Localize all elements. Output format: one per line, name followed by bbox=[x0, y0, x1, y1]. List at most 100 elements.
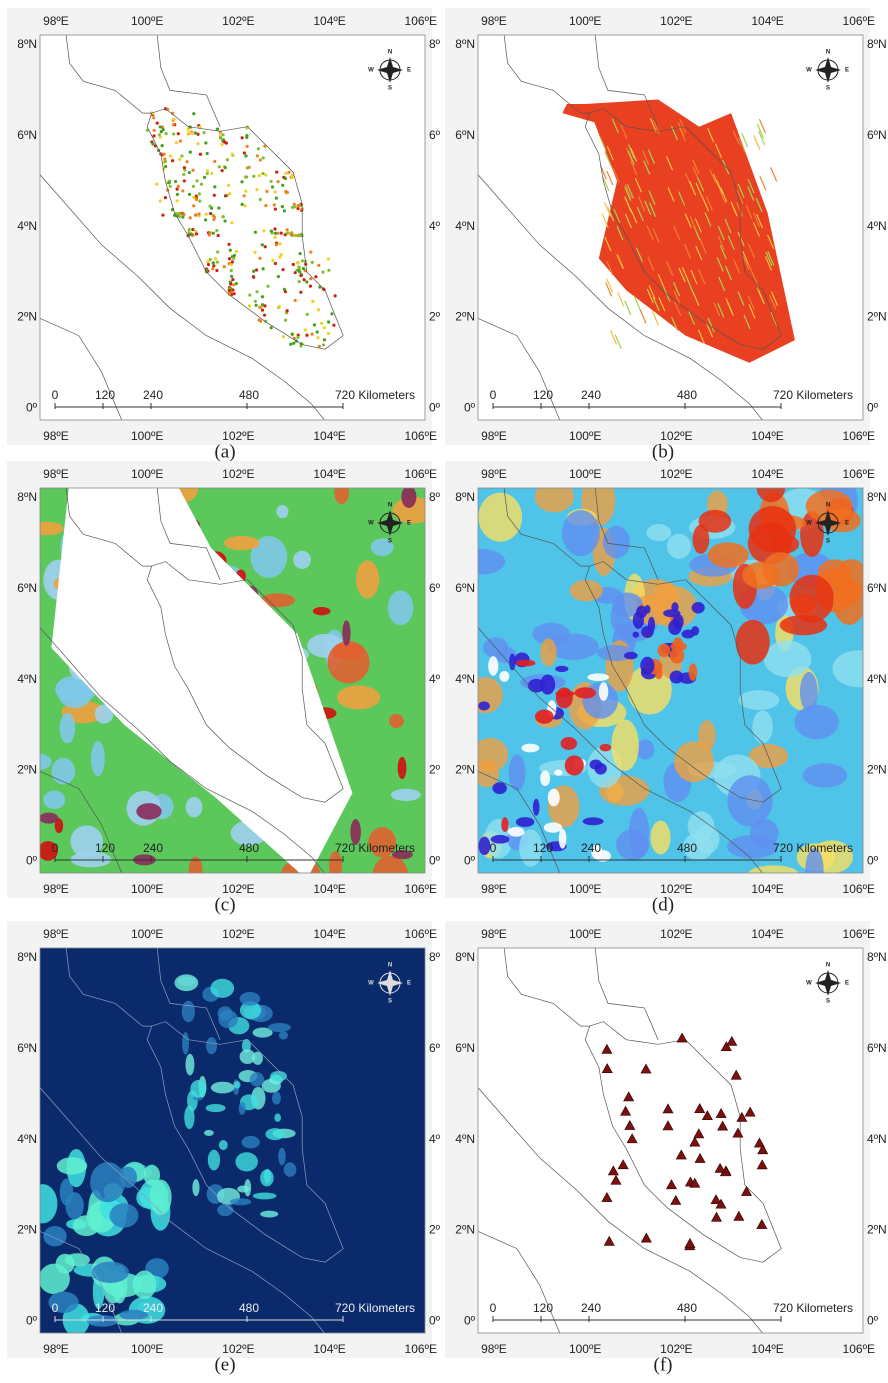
flight-line bbox=[646, 225, 654, 240]
lon-label-bottom: 102ºE bbox=[222, 429, 254, 443]
lon-label-top: 100ºE bbox=[131, 927, 163, 941]
station-marker bbox=[689, 1177, 701, 1188]
survey-point bbox=[210, 171, 214, 176]
survey-point bbox=[211, 231, 215, 235]
survey-point bbox=[199, 182, 204, 186]
raster-patch bbox=[223, 535, 260, 551]
survey-point bbox=[279, 253, 283, 257]
raster-patch bbox=[235, 1152, 258, 1172]
survey-point bbox=[269, 326, 273, 330]
survey-point bbox=[243, 175, 248, 179]
survey-point bbox=[158, 135, 162, 139]
station-marker bbox=[753, 1137, 765, 1148]
survey-point bbox=[276, 231, 280, 235]
flight-line bbox=[638, 196, 646, 211]
raster-patch bbox=[241, 1135, 260, 1149]
survey-point bbox=[229, 268, 233, 273]
survey-point bbox=[186, 127, 190, 131]
flight-line bbox=[639, 309, 647, 324]
lat-label-left: 0º bbox=[26, 400, 38, 414]
raster-patch bbox=[40, 521, 64, 536]
raster-patch bbox=[738, 690, 780, 711]
coastline bbox=[156, 488, 221, 580]
lon-label-bottom: 104ºE bbox=[751, 1342, 783, 1356]
lat-label-right: 6ºN bbox=[867, 581, 887, 595]
station-marker bbox=[715, 1107, 727, 1118]
raster-patch bbox=[392, 850, 413, 860]
survey-point bbox=[258, 256, 262, 260]
survey-point bbox=[178, 157, 182, 161]
survey-point bbox=[205, 151, 209, 156]
survey-point bbox=[273, 207, 277, 211]
lat-label-right: 6ºN bbox=[867, 128, 887, 142]
survey-point bbox=[270, 185, 275, 189]
raster-patch bbox=[239, 1001, 262, 1020]
survey-point bbox=[330, 312, 334, 316]
flight-line bbox=[741, 132, 749, 148]
survey-point bbox=[167, 181, 171, 185]
raster-patch bbox=[40, 1184, 58, 1224]
compass-letter: W bbox=[368, 981, 374, 987]
survey-point bbox=[273, 235, 277, 239]
raster-patch bbox=[632, 631, 640, 638]
survey-point bbox=[194, 232, 199, 236]
lon-label-top: 100ºE bbox=[131, 467, 163, 481]
lon-label-top: 104ºE bbox=[751, 467, 783, 481]
raster-patch bbox=[707, 542, 749, 568]
lat-label-right: 4ºN bbox=[867, 672, 887, 686]
raster-patch bbox=[40, 840, 58, 861]
flight-line bbox=[684, 213, 692, 228]
flight-line bbox=[724, 265, 733, 281]
station-marker bbox=[715, 1198, 727, 1209]
flight-line bbox=[730, 201, 738, 217]
flight-line bbox=[648, 190, 656, 205]
survey-point bbox=[155, 182, 159, 186]
flight-line bbox=[677, 122, 685, 137]
lon-label-bottom: 106ºE bbox=[843, 1342, 875, 1356]
survey-point bbox=[261, 156, 265, 160]
survey-point bbox=[260, 308, 265, 312]
flight-line bbox=[753, 135, 761, 150]
lon-label-bottom: 102ºE bbox=[222, 882, 254, 896]
survey-point bbox=[296, 204, 300, 208]
survey-point bbox=[225, 158, 229, 162]
survey-point bbox=[296, 207, 300, 211]
lon-label-bottom: 106ºE bbox=[843, 882, 875, 896]
survey-point bbox=[255, 290, 259, 294]
survey-point bbox=[206, 169, 210, 173]
flight-line bbox=[651, 310, 659, 326]
raster-patch bbox=[387, 590, 414, 626]
raster-patch bbox=[244, 1179, 252, 1197]
survey-point bbox=[282, 287, 286, 291]
lon-label-top: 106ºE bbox=[843, 927, 875, 941]
compass-letter: W bbox=[368, 521, 374, 527]
survey-point bbox=[255, 268, 259, 272]
raster-patch bbox=[55, 1253, 75, 1274]
compass-letter: S bbox=[826, 86, 830, 92]
survey-point bbox=[172, 117, 176, 122]
survey-point bbox=[291, 262, 295, 267]
raster-patch bbox=[265, 1128, 285, 1141]
survey-point bbox=[216, 250, 220, 254]
survey-point bbox=[253, 299, 257, 303]
flight-line bbox=[624, 186, 632, 201]
flight-line bbox=[736, 202, 744, 217]
survey-point bbox=[163, 157, 167, 161]
lat-label-right: 2ºN bbox=[867, 1223, 887, 1237]
flight-line bbox=[724, 218, 732, 234]
survey-point bbox=[215, 127, 220, 131]
compass-letter: W bbox=[806, 68, 812, 74]
raster-patch bbox=[390, 788, 421, 802]
raster-patch bbox=[65, 1192, 84, 1220]
survey-point bbox=[173, 179, 178, 184]
compass-letter: S bbox=[388, 539, 392, 545]
lat-label-left: 6ºN bbox=[17, 1041, 37, 1055]
raster-patch bbox=[735, 619, 770, 665]
lon-label-bottom: 98ºE bbox=[481, 882, 507, 896]
flight-line bbox=[658, 296, 666, 312]
compass-letter: N bbox=[388, 503, 392, 509]
survey-point bbox=[243, 204, 247, 208]
survey-point bbox=[264, 204, 268, 208]
coastline bbox=[65, 948, 152, 1027]
survey-point bbox=[289, 232, 293, 236]
